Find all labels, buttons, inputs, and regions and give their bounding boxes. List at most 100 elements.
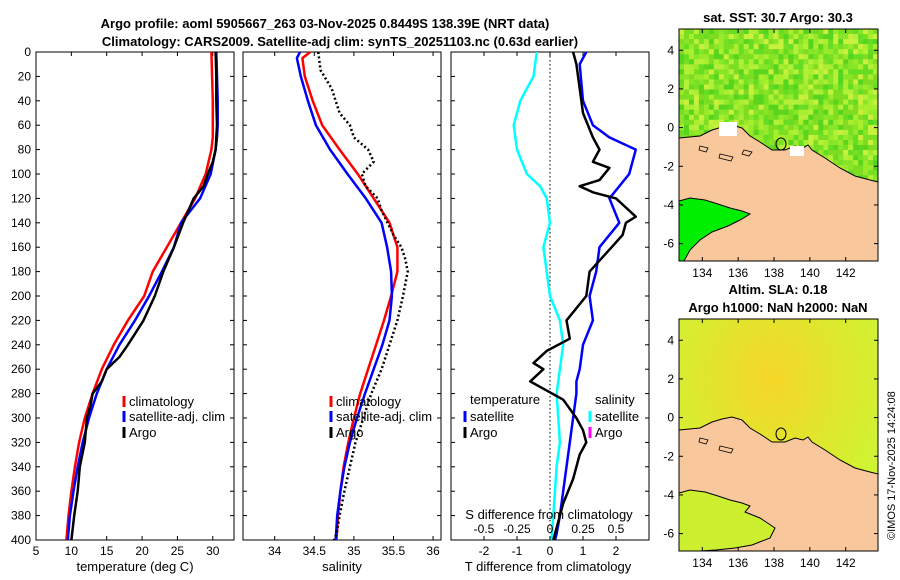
- heatmap-cell: [843, 155, 849, 161]
- heatmap-cell: [863, 74, 869, 80]
- heatmap-cell: [763, 419, 769, 426]
- heatmap-cell: [743, 89, 750, 95]
- heatmap-cell: [713, 94, 720, 101]
- heatmap-cell: [858, 84, 864, 90]
- heatmap-cell: [778, 99, 784, 106]
- heatmap-cell: [873, 139, 878, 146]
- heatmap-cell: [713, 104, 720, 111]
- heatmap-cell: [703, 59, 710, 65]
- heatmap-cell: [718, 49, 725, 55]
- heatmap-cell: [788, 339, 794, 345]
- heatmap-cell: [693, 104, 700, 111]
- heatmap-cell: [679, 409, 685, 416]
- heatmap-cell: [828, 414, 834, 421]
- heatmap-cell: [688, 59, 695, 65]
- heatmap-cell: [868, 339, 874, 345]
- heatmap-cell: [698, 409, 705, 416]
- heatmap-cell: [723, 49, 730, 55]
- heatmap-cell: [868, 344, 874, 350]
- heatmap-cell: [853, 84, 859, 90]
- heatmap-cell: [813, 394, 819, 401]
- heatmap-cell: [873, 324, 878, 330]
- heatmap-cell: [863, 359, 869, 365]
- heatmap-cell: [863, 419, 869, 426]
- heatmap-cell: [803, 429, 809, 436]
- heatmap-cell: [763, 39, 769, 45]
- heatmap-cell: [833, 394, 839, 401]
- heatmap-cell: [743, 399, 750, 406]
- difference-series: [512, 52, 638, 540]
- map-x-tick-label: 134: [692, 556, 712, 570]
- heatmap-cell: [838, 84, 844, 90]
- heatmap-cell: [833, 349, 839, 355]
- heatmap-cell: [873, 319, 878, 325]
- heatmap-cell: [708, 409, 715, 416]
- heatmap-cell: [853, 334, 859, 340]
- heatmap-cell: [683, 334, 690, 340]
- heatmap-cell: [848, 139, 854, 146]
- y-tick-label: 400: [11, 533, 31, 547]
- heatmap-cell: [748, 84, 755, 90]
- heatmap-cell: [718, 54, 725, 60]
- heatmap-cell: [848, 429, 854, 436]
- heatmap-cell: [813, 429, 819, 436]
- heatmap-cell: [818, 134, 824, 141]
- heatmap-cell: [868, 114, 874, 121]
- y-tick-label: 340: [11, 460, 31, 474]
- heatmap-cell: [713, 79, 720, 85]
- heatmap-cell: [713, 114, 720, 121]
- heatmap-cell: [758, 44, 764, 50]
- heatmap-cell: [723, 84, 730, 90]
- heatmap-cell: [868, 455, 874, 461]
- heatmap-cell: [828, 440, 834, 446]
- heatmap-cell: [698, 404, 705, 411]
- heatmap-cell: [848, 165, 854, 171]
- s-diff-tick-label: -0.25: [503, 522, 531, 536]
- y-tick-label: 380: [11, 509, 31, 523]
- heatmap-cell: [838, 39, 844, 45]
- heatmap-cell: [708, 374, 715, 380]
- heatmap-cell: [758, 354, 764, 360]
- heatmap-cell: [758, 89, 764, 95]
- heatmap-cell: [813, 334, 819, 340]
- heatmap-cell: [803, 399, 809, 406]
- heatmap-cell: [733, 44, 740, 50]
- heatmap-cell: [788, 54, 794, 60]
- heatmap-cell: [833, 109, 839, 116]
- heatmap-cell: [688, 409, 695, 416]
- legend-climatology-label: climatology: [336, 394, 402, 409]
- heatmap-cell: [743, 354, 750, 360]
- heatmap-cell: [743, 94, 750, 101]
- heatmap-cell: [728, 44, 735, 50]
- heatmap-cell: [693, 374, 700, 380]
- heatmap-cell: [738, 329, 745, 335]
- heatmap-cell: [758, 54, 764, 60]
- heatmap-cell: [743, 394, 750, 401]
- heatmap-cell: [823, 384, 829, 391]
- heatmap-cell: [833, 359, 839, 365]
- heatmap-cell: [793, 39, 799, 45]
- heatmap-cell: [753, 389, 760, 396]
- heatmap-cell: [688, 89, 695, 95]
- map-y-tick-label: 0: [667, 121, 674, 135]
- heatmap-cell: [798, 319, 804, 325]
- heatmap-cell: [748, 119, 755, 126]
- heatmap-cell: [743, 414, 750, 421]
- heatmap-cell: [853, 59, 859, 65]
- heatmap-cell: [703, 319, 710, 325]
- heatmap-cell: [713, 389, 720, 396]
- heatmap-cell: [738, 29, 745, 35]
- heatmap-cell: [873, 150, 878, 156]
- heatmap-cell: [773, 359, 779, 365]
- heatmap-cell: [683, 404, 690, 411]
- heatmap-cell: [783, 44, 789, 50]
- heatmap-cell: [688, 374, 695, 380]
- heatmap-cell: [703, 324, 710, 330]
- heatmap-cell: [753, 379, 760, 385]
- heatmap-cell: [823, 419, 829, 426]
- heatmap-cell: [798, 435, 804, 441]
- heatmap-cell: [813, 119, 819, 126]
- heatmap-cell: [758, 134, 764, 141]
- heatmap-cell: [693, 384, 700, 391]
- heatmap-cell: [808, 429, 814, 436]
